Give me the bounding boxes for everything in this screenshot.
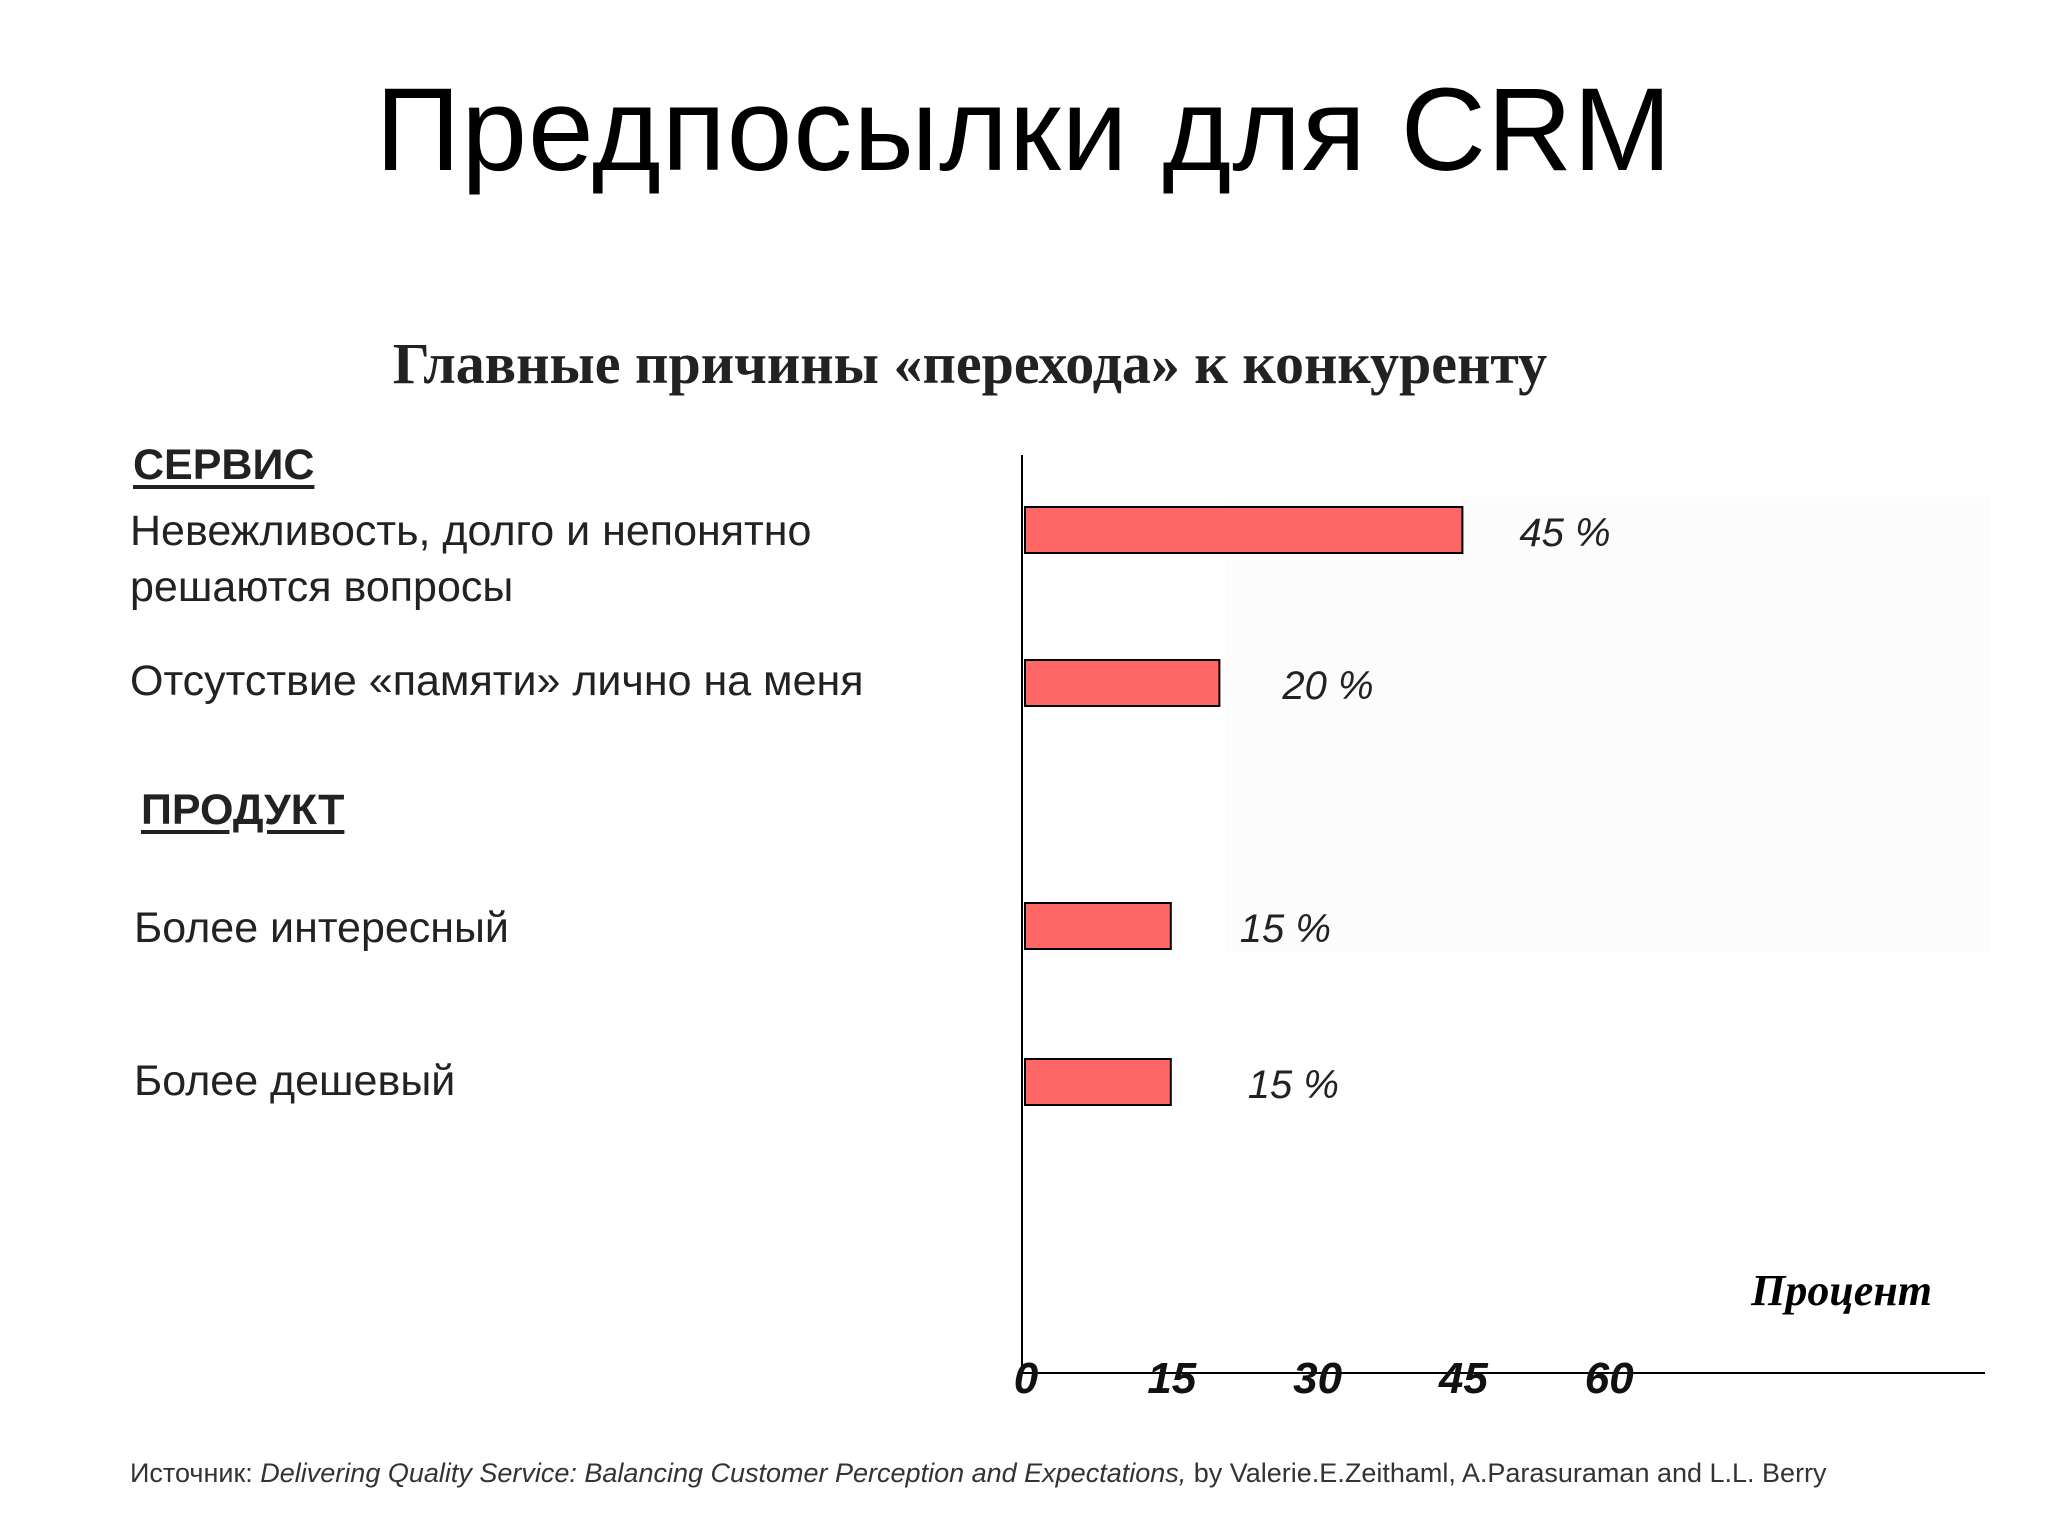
group-label-product: ПРОДУКТ: [141, 786, 345, 834]
value-label-1: 45 %: [1519, 511, 1610, 555]
bar-1: [1024, 506, 1464, 554]
source-prefix: Источник:: [130, 1458, 261, 1488]
x-tick-label-30: 30: [1293, 1354, 1342, 1403]
category-label-rudeness: Невежливость, долго и непонятно решаются…: [130, 507, 812, 611]
bar-2: [1024, 659, 1221, 707]
value-label-4: 15 %: [1248, 1063, 1339, 1107]
x-tick-label-15: 15: [1147, 1354, 1196, 1403]
value-label-2: 20 %: [1281, 664, 1373, 708]
x-axis-label: Процент: [1750, 1266, 1932, 1315]
chart-title: Главные причины «перехода» к конкуренту: [392, 331, 1548, 396]
group-label-service: СЕРВИС: [133, 441, 315, 489]
source-note: Источник: Delivering Quality Service: Ba…: [130, 1458, 1827, 1489]
category-label-cheaper: Более дешевый: [134, 1057, 456, 1105]
plot-shading: [1225, 497, 1990, 952]
value-label-3: 15 %: [1240, 907, 1331, 951]
bar-4: [1024, 1058, 1172, 1106]
source-title: Delivering Quality Service: Balancing Cu…: [260, 1458, 1187, 1488]
category-label-no-memory: Отсутствие «памяти» лично на меня: [130, 657, 864, 705]
bar-3: [1024, 902, 1172, 950]
source-authors: by Valerie.E.Zeithaml, A.Parasuraman and…: [1186, 1458, 1827, 1488]
x-tick-label-45: 45: [1438, 1354, 1488, 1403]
x-tick-label-0: 0: [1014, 1354, 1039, 1403]
x-tick-label-60: 60: [1585, 1354, 1634, 1403]
slide-title: Предпосылки для CRM: [375, 64, 1673, 196]
category-label-more-interesting: Более интересный: [134, 904, 509, 952]
